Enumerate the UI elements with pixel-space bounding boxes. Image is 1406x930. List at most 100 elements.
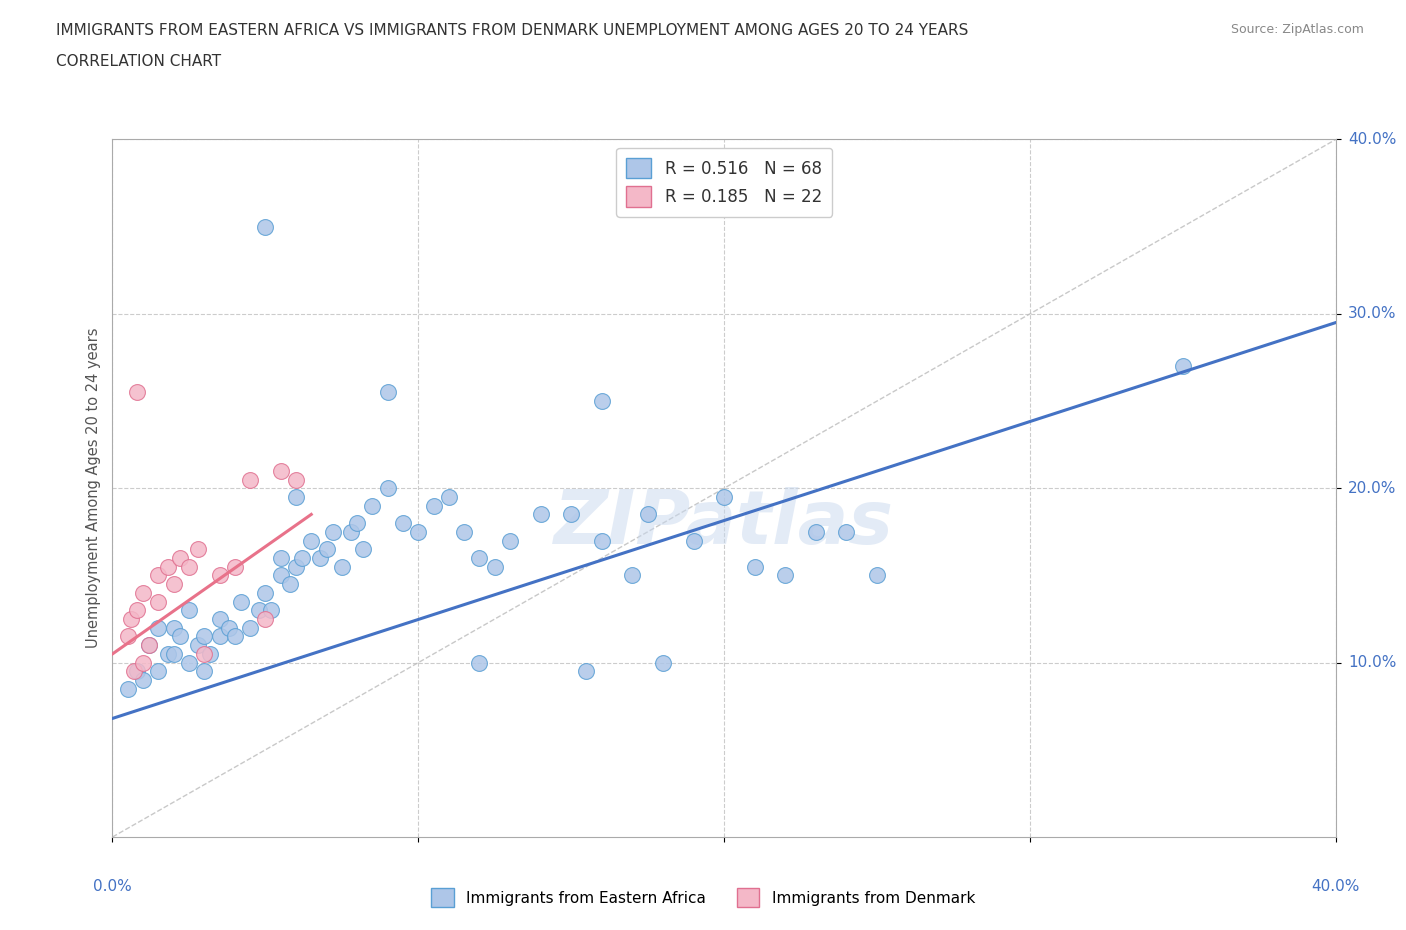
Point (1171, 359, 1194, 374)
Point (591, 533, 613, 548)
Point (169, 629, 191, 644)
Point (208, 568, 231, 583)
Legend: Immigrants from Eastern Africa, Immigrants from Denmark: Immigrants from Eastern Africa, Immigran… (425, 883, 981, 913)
Point (148, 568, 170, 583)
Point (377, 481, 399, 496)
Point (377, 385, 399, 400)
Point (340, 525, 363, 539)
Point (652, 655, 675, 670)
Point (392, 515, 415, 530)
Point (187, 542, 209, 557)
Text: 40.0%: 40.0% (1312, 879, 1360, 894)
Y-axis label: Unemployment Among Ages 20 to 24 years: Unemployment Among Ages 20 to 24 years (86, 328, 101, 648)
Text: 40.0%: 40.0% (1348, 132, 1396, 147)
Point (315, 542, 337, 557)
Point (122, 664, 145, 679)
Point (468, 551, 491, 565)
Point (148, 620, 170, 635)
Point (682, 533, 704, 548)
Point (835, 525, 858, 539)
Point (284, 472, 308, 487)
Point (408, 525, 430, 539)
Text: 30.0%: 30.0% (1348, 306, 1396, 322)
Point (284, 559, 308, 574)
Point (322, 525, 344, 539)
Point (484, 559, 506, 574)
Point (224, 629, 246, 644)
Point (138, 638, 160, 653)
Point (193, 646, 215, 661)
Point (330, 559, 353, 574)
Text: 10.0%: 10.0% (1348, 655, 1396, 671)
Text: Source: ZipAtlas.com: Source: ZipAtlas.com (1230, 23, 1364, 36)
Point (278, 577, 301, 591)
Point (637, 507, 659, 522)
Point (270, 551, 292, 565)
Point (530, 507, 553, 522)
Point (239, 472, 262, 487)
Point (299, 533, 322, 548)
Text: CORRELATION CHART: CORRELATION CHART (56, 54, 221, 69)
Point (254, 219, 277, 234)
Point (804, 525, 827, 539)
Point (193, 664, 215, 679)
Text: IMMIGRANTS FROM EASTERN AFRICA VS IMMIGRANTS FROM DENMARK UNEMPLOYMENT AMONG AGE: IMMIGRANTS FROM EASTERN AFRICA VS IMMIGR… (56, 23, 969, 38)
Point (361, 498, 384, 513)
Point (177, 603, 200, 618)
Point (117, 629, 139, 644)
Point (177, 655, 200, 670)
Point (138, 638, 160, 653)
Point (125, 603, 148, 618)
Point (156, 559, 179, 574)
Point (125, 664, 148, 679)
Point (156, 646, 179, 661)
Text: 0.0%: 0.0% (93, 879, 132, 894)
Point (169, 551, 191, 565)
Point (270, 463, 292, 478)
Point (177, 559, 200, 574)
Text: ZIPatlas: ZIPatlas (554, 486, 894, 560)
Point (499, 533, 522, 548)
Point (148, 594, 170, 609)
Point (163, 620, 186, 635)
Text: 20.0%: 20.0% (1348, 481, 1396, 496)
Point (775, 568, 797, 583)
Point (125, 385, 148, 400)
Point (200, 646, 222, 661)
Point (224, 559, 246, 574)
Legend: R = 0.516   N = 68, R = 0.185   N = 22: R = 0.516 N = 68, R = 0.185 N = 22 (616, 148, 832, 217)
Point (132, 672, 155, 687)
Point (744, 559, 766, 574)
Point (117, 682, 139, 697)
Point (309, 551, 332, 565)
Point (713, 489, 735, 504)
Point (437, 489, 460, 504)
Point (260, 603, 283, 618)
Point (866, 568, 889, 583)
Point (193, 629, 215, 644)
Point (254, 612, 277, 627)
Point (132, 655, 155, 670)
Point (291, 551, 314, 565)
Point (148, 664, 170, 679)
Point (575, 664, 598, 679)
Point (132, 586, 155, 601)
Point (187, 638, 209, 653)
Point (208, 612, 231, 627)
Point (163, 646, 186, 661)
Point (229, 594, 252, 609)
Point (422, 498, 444, 513)
Point (346, 515, 368, 530)
Point (254, 586, 277, 601)
Point (120, 612, 142, 627)
Point (284, 489, 308, 504)
Point (239, 620, 262, 635)
Point (163, 577, 186, 591)
Point (560, 507, 582, 522)
Point (621, 568, 644, 583)
Point (270, 568, 292, 583)
Point (468, 655, 491, 670)
Point (208, 629, 231, 644)
Point (218, 620, 240, 635)
Point (591, 393, 613, 408)
